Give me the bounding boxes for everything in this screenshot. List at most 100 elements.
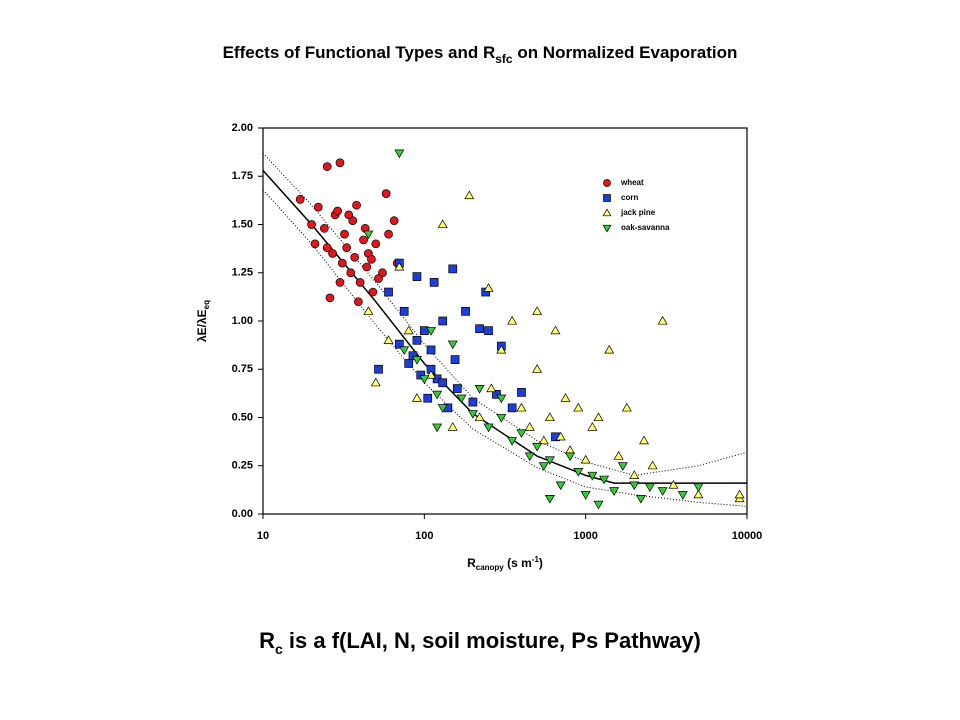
point bbox=[399, 346, 410, 356]
point bbox=[573, 467, 584, 477]
point bbox=[344, 210, 354, 220]
point bbox=[483, 283, 494, 292]
point bbox=[322, 162, 332, 171]
point bbox=[384, 287, 393, 297]
footer-subscript: c bbox=[275, 641, 283, 657]
title-text: on Normalized Evaporation bbox=[513, 43, 738, 62]
point bbox=[335, 158, 345, 168]
point bbox=[394, 149, 405, 159]
point bbox=[310, 239, 320, 249]
point bbox=[426, 327, 437, 336]
point bbox=[363, 230, 374, 240]
point bbox=[538, 462, 549, 471]
point bbox=[374, 364, 383, 374]
point bbox=[295, 195, 305, 204]
y-tick-label: 2.00 bbox=[232, 122, 253, 134]
legend-marker bbox=[603, 194, 611, 202]
point bbox=[340, 229, 349, 239]
point bbox=[412, 335, 422, 345]
point bbox=[507, 315, 518, 325]
point bbox=[555, 431, 566, 441]
point bbox=[352, 200, 361, 210]
point bbox=[693, 483, 704, 493]
point bbox=[532, 442, 543, 452]
x-axis-label: Rcanopy (s m-1) bbox=[467, 555, 543, 572]
point bbox=[580, 454, 591, 464]
point bbox=[560, 393, 571, 402]
point bbox=[337, 258, 347, 268]
point bbox=[580, 491, 591, 500]
point bbox=[516, 429, 527, 439]
y-axis-label: λE/λEeq bbox=[195, 300, 211, 342]
point bbox=[426, 345, 436, 355]
point bbox=[629, 481, 640, 491]
y-label-subscript: eq bbox=[202, 300, 211, 309]
point bbox=[322, 243, 332, 253]
point bbox=[657, 487, 668, 496]
legend-marker bbox=[602, 224, 612, 233]
legend-label: oak-savanna bbox=[621, 223, 670, 232]
point bbox=[447, 340, 458, 350]
title-text: Effects of Functional Types and R bbox=[223, 43, 496, 62]
point bbox=[447, 422, 458, 431]
point bbox=[359, 235, 368, 245]
point bbox=[461, 307, 470, 316]
x-label-text: R bbox=[467, 556, 476, 570]
point bbox=[496, 413, 507, 423]
point bbox=[467, 410, 478, 419]
point bbox=[550, 325, 561, 335]
point bbox=[437, 219, 448, 229]
point bbox=[613, 451, 624, 460]
point bbox=[657, 315, 668, 325]
legend-marker bbox=[602, 208, 612, 217]
point bbox=[429, 278, 439, 287]
footer-part: is a f(LAI, N, soil moisture, Ps Pathway… bbox=[283, 628, 701, 653]
point bbox=[346, 268, 356, 278]
point bbox=[394, 261, 405, 271]
y-tick-label: 1.00 bbox=[232, 315, 253, 327]
x-label-text: (s m bbox=[504, 556, 532, 570]
point bbox=[335, 278, 345, 287]
point bbox=[524, 422, 535, 431]
point bbox=[426, 369, 437, 379]
point bbox=[432, 423, 443, 433]
point bbox=[368, 287, 378, 297]
point bbox=[408, 351, 418, 361]
y-tick-label: 0.00 bbox=[232, 508, 253, 520]
point bbox=[496, 394, 507, 404]
point bbox=[517, 388, 526, 397]
x-label-text: ) bbox=[539, 556, 543, 570]
point bbox=[496, 344, 507, 354]
point bbox=[587, 422, 598, 431]
point bbox=[419, 375, 430, 384]
x-tick-label: 10 bbox=[257, 530, 269, 542]
point bbox=[367, 254, 376, 264]
point bbox=[354, 297, 363, 307]
point bbox=[399, 307, 409, 316]
point bbox=[486, 383, 497, 393]
point bbox=[363, 306, 374, 315]
point bbox=[565, 452, 576, 462]
point bbox=[423, 393, 433, 403]
point bbox=[384, 229, 393, 239]
legend-label: jack pine bbox=[620, 208, 656, 217]
point bbox=[328, 249, 337, 258]
point bbox=[621, 402, 632, 412]
point bbox=[474, 385, 485, 394]
point bbox=[507, 403, 517, 413]
point bbox=[404, 359, 414, 368]
y-label-text: λE/λE bbox=[195, 309, 209, 342]
point bbox=[555, 481, 566, 491]
point bbox=[693, 489, 704, 499]
point bbox=[617, 462, 628, 471]
title-subscript: sfc bbox=[495, 52, 513, 66]
point bbox=[639, 435, 650, 445]
point bbox=[416, 370, 426, 380]
point bbox=[734, 489, 745, 499]
point bbox=[438, 378, 448, 388]
point bbox=[604, 344, 615, 354]
point bbox=[677, 491, 688, 500]
point bbox=[647, 460, 658, 470]
point bbox=[464, 190, 475, 200]
point bbox=[635, 495, 646, 504]
